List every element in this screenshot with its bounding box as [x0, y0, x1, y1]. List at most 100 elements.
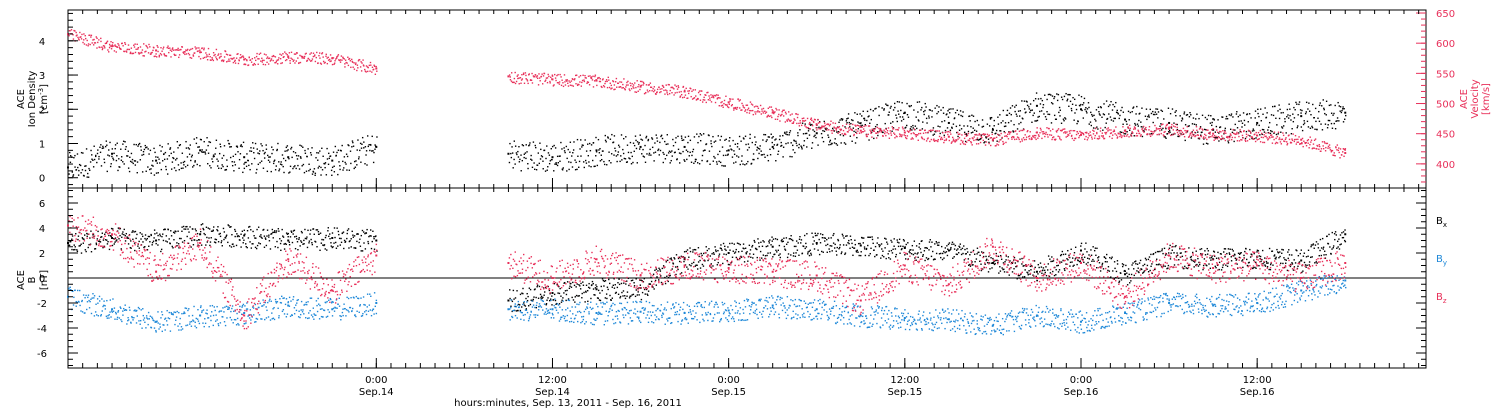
velocity-sample — [1194, 131, 1196, 134]
velocity-sample — [643, 92, 646, 95]
bx-sample — [309, 229, 312, 231]
bx-sample — [671, 268, 673, 270]
density-sample — [1205, 142, 1208, 145]
bx-sample — [689, 247, 691, 249]
density-sample — [990, 116, 993, 119]
velocity-sample — [1268, 136, 1271, 138]
velocity-sample — [702, 99, 704, 101]
density-sample — [720, 135, 723, 138]
bx-sample — [268, 234, 270, 236]
density-sample — [670, 159, 672, 162]
density-sample — [910, 126, 912, 128]
bx-sample — [758, 242, 760, 244]
bx-sample — [582, 284, 585, 286]
density-sample — [626, 161, 629, 163]
velocity-sample — [191, 47, 194, 50]
density-sample — [578, 166, 580, 168]
velocity-sample — [289, 59, 291, 62]
velocity-sample — [1226, 135, 1228, 138]
density-sample — [536, 164, 539, 166]
velocity-sample — [865, 134, 867, 136]
density-sample — [1310, 114, 1312, 116]
bx-sample — [678, 260, 681, 263]
density-sample — [88, 167, 90, 170]
bx-sample — [112, 228, 114, 230]
velocity-tick-label: 500 — [1436, 100, 1455, 111]
density-sample — [1307, 126, 1310, 128]
bx-sample — [745, 252, 747, 254]
density-sample — [1046, 110, 1048, 113]
bx-sample — [776, 238, 779, 241]
velocity-sample — [286, 53, 288, 56]
velocity-sample — [521, 78, 524, 80]
density-sample — [1332, 114, 1334, 116]
bx-sample — [676, 265, 679, 268]
density-sample — [702, 133, 705, 135]
velocity-sample — [632, 86, 634, 88]
velocity-sample — [650, 86, 652, 88]
velocity-sample — [730, 98, 732, 100]
velocity-sample — [690, 95, 692, 98]
density-sample — [713, 155, 715, 158]
bx-sample — [563, 292, 565, 294]
density-sample — [1035, 92, 1038, 94]
bx-sample — [826, 238, 828, 241]
velocity-sample — [931, 129, 934, 132]
density-sample — [299, 144, 301, 147]
velocity-point — [331, 57, 334, 60]
velocity-sample — [1309, 143, 1311, 146]
velocity-sample — [296, 52, 298, 54]
density-sample — [115, 159, 118, 162]
velocity-sample — [341, 59, 343, 61]
bx-sample — [118, 227, 120, 230]
density-sample — [1175, 115, 1177, 117]
velocity-sample — [970, 141, 972, 143]
density-sample — [308, 169, 310, 172]
density-sample — [140, 145, 142, 148]
density-sample — [1053, 95, 1056, 98]
density-sample — [103, 158, 105, 160]
velocity-sample — [1304, 141, 1306, 144]
velocity-sample — [842, 125, 844, 127]
velocity-sample — [554, 73, 556, 76]
density-sample — [298, 168, 301, 170]
bx-sample — [100, 236, 103, 238]
density-sample — [1306, 120, 1309, 123]
density-sample — [648, 154, 650, 156]
density-sample — [722, 154, 725, 157]
velocity-sample — [1061, 129, 1063, 131]
bx-sample — [311, 242, 313, 244]
velocity-sample — [631, 82, 633, 85]
density-sample — [949, 129, 952, 132]
bx-sample — [592, 282, 594, 285]
velocity-sample — [867, 125, 870, 127]
velocity-sample — [268, 57, 270, 60]
density-sample — [147, 166, 149, 168]
density-sample — [293, 166, 295, 168]
density-sample — [692, 148, 695, 151]
velocity-sample — [838, 131, 841, 133]
density-sample — [84, 165, 86, 167]
velocity-sample — [933, 138, 935, 140]
density-sample — [1029, 103, 1032, 105]
density-sample — [1169, 112, 1172, 115]
bx-sample — [304, 228, 306, 231]
density-sample — [1178, 130, 1181, 132]
velocity-sample — [1021, 140, 1023, 142]
density-sample — [1073, 98, 1076, 101]
bx-sample — [551, 304, 553, 306]
velocity-sample — [294, 62, 296, 64]
bx-sample — [822, 251, 824, 253]
velocity-sample — [350, 66, 352, 69]
velocity-sample — [922, 132, 925, 134]
velocity-sample — [728, 98, 731, 100]
bx-sample — [309, 233, 311, 235]
density-sample — [285, 146, 288, 149]
velocity-sample — [199, 49, 201, 51]
density-sample — [152, 165, 154, 167]
density-sample — [762, 139, 764, 141]
bx-sample — [762, 254, 765, 256]
density-sample — [922, 121, 924, 123]
velocity-sample — [887, 133, 890, 135]
velocity-sample — [952, 136, 954, 139]
